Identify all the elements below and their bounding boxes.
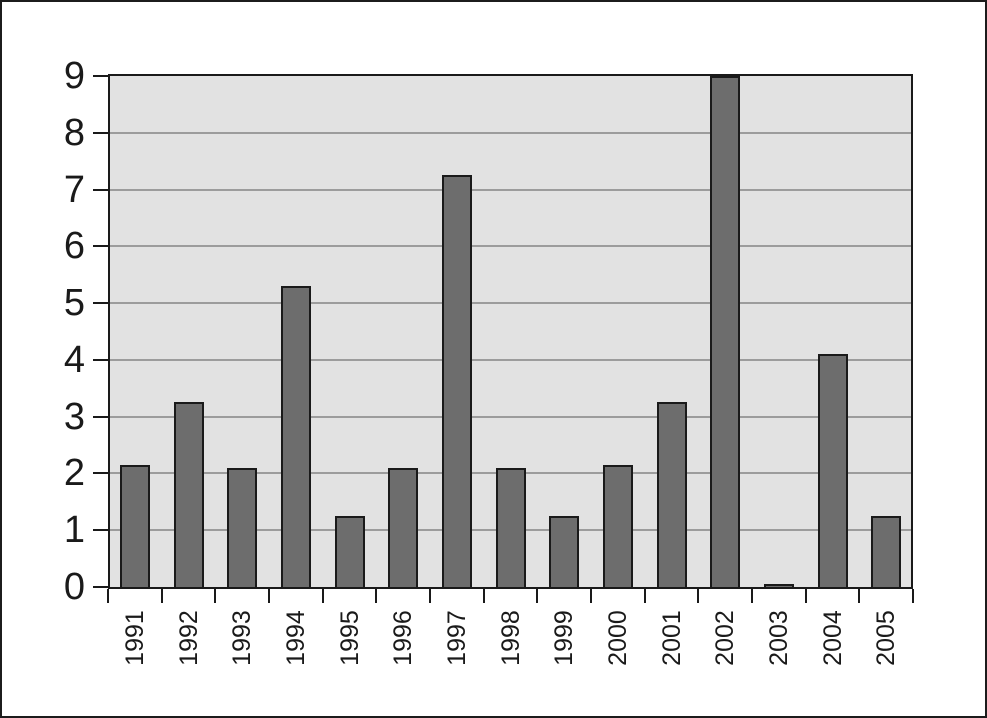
y-axis-label-8: 8 (63, 111, 85, 154)
x-axis-label-2002: 2002 (711, 610, 740, 666)
y-axis-label-3: 3 (63, 395, 85, 438)
plot-area (108, 74, 913, 589)
x-axis-tick-10 (643, 589, 646, 603)
x-axis-label-1992: 1992 (174, 610, 203, 666)
y-axis-tick-3 (93, 415, 108, 418)
bar-1999 (549, 516, 580, 587)
bar-1995 (334, 516, 365, 587)
y-axis-label-2: 2 (63, 452, 85, 495)
x-axis-tick-9 (590, 589, 592, 603)
y-axis-tick-0 (93, 586, 108, 588)
y-axis-label-0: 0 (63, 566, 85, 608)
gridline-y-3 (110, 415, 911, 418)
x-axis-tick-0 (107, 589, 109, 603)
x-axis-tick-3 (268, 589, 270, 603)
bar-1998 (495, 468, 526, 587)
y-axis-label-5: 5 (63, 282, 85, 325)
y-axis-tick-2 (93, 472, 108, 475)
y-axis-label-1: 1 (63, 509, 85, 552)
x-axis-label-1994: 1994 (281, 610, 310, 666)
bar-1992 (173, 402, 204, 587)
gridline-y-6 (110, 245, 911, 248)
x-axis-label-2004: 2004 (818, 610, 847, 666)
x-axis-tick-5 (375, 589, 378, 603)
x-axis-tick-15 (912, 589, 914, 603)
bar-2005 (871, 516, 902, 587)
x-axis-label-1995: 1995 (335, 610, 364, 666)
x-axis-label-1999: 1999 (550, 610, 579, 666)
y-axis-label-4: 4 (63, 338, 85, 381)
y-axis-tick-1 (93, 529, 108, 532)
bar-2002 (710, 76, 741, 587)
y-axis-tick-7 (93, 188, 108, 191)
bar-1997 (441, 175, 472, 587)
bar-2003 (763, 584, 794, 587)
x-axis-label-2003: 2003 (764, 610, 793, 666)
bar-2004 (817, 354, 848, 587)
gridline-y-8 (110, 131, 911, 134)
y-axis-tick-5 (93, 302, 108, 305)
x-axis-tick-12 (751, 589, 753, 603)
x-axis-tick-1 (160, 589, 163, 603)
bar-1991 (119, 465, 150, 587)
x-axis-label-1993: 1993 (228, 610, 257, 666)
x-axis-tick-13 (804, 589, 807, 603)
x-axis-label-1991: 1991 (120, 610, 149, 666)
y-axis-tick-9 (93, 75, 108, 77)
gridline-y-4 (110, 358, 911, 361)
x-axis-tick-2 (214, 589, 217, 603)
y-axis-tick-8 (93, 131, 108, 134)
y-axis-label-6: 6 (63, 225, 85, 268)
x-axis-tick-14 (858, 589, 861, 603)
gridline-y-7 (110, 188, 911, 191)
y-axis-tick-4 (93, 358, 108, 361)
x-axis-tick-4 (321, 589, 324, 603)
y-axis-label-7: 7 (63, 168, 85, 211)
x-axis-tick-11 (697, 589, 700, 603)
bar-1996 (388, 468, 419, 587)
x-axis-label-1996: 1996 (389, 610, 418, 666)
x-axis-label-2000: 2000 (603, 610, 632, 666)
x-axis-tick-8 (536, 589, 539, 603)
y-axis-label-9: 9 (63, 55, 85, 97)
x-axis-label-2001: 2001 (657, 610, 686, 666)
x-axis-label-1997: 1997 (442, 610, 471, 666)
bar-1993 (227, 468, 258, 587)
y-axis-tick-6 (93, 245, 108, 248)
x-axis-label-2005: 2005 (872, 610, 901, 666)
bar-2000 (602, 465, 633, 587)
gridline-y-5 (110, 302, 911, 305)
x-axis-tick-7 (482, 589, 485, 603)
bar-1994 (280, 286, 311, 587)
x-axis-label-1998: 1998 (496, 610, 525, 666)
bar-2001 (656, 402, 687, 587)
x-axis-tick-6 (429, 589, 431, 603)
